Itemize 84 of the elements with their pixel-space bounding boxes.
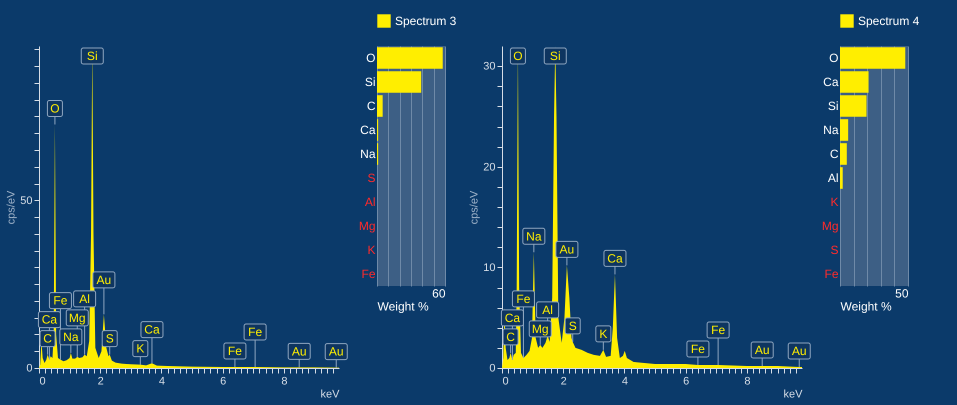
annotation: Al (542, 302, 553, 317)
annotation: K (136, 342, 144, 356)
annotation: Ca (607, 251, 623, 266)
annotation: Fe (516, 292, 531, 306)
annotation: O (50, 101, 60, 116)
annotation: Mg (68, 310, 86, 325)
bar (377, 95, 383, 117)
y-axis-title: cps/eV (5, 190, 18, 224)
y-tick-label: Na (360, 147, 376, 161)
annotation: C (506, 330, 516, 344)
annotation: Fe (248, 324, 262, 339)
x-tick-label: 4 (158, 376, 166, 388)
x-tick-label: 0 (502, 376, 509, 388)
y-tick-label: Si (364, 75, 376, 89)
y-tick-label: Fe (824, 267, 839, 281)
y-tick-label: 30 (483, 60, 496, 73)
bar (840, 47, 906, 69)
annotation: Si (86, 49, 98, 63)
y-tick-label: Fe (361, 267, 376, 281)
annotation: Au (560, 242, 574, 256)
y-tick-label: 20 (483, 161, 496, 174)
annotation: Fe (53, 294, 68, 308)
annotation: O (513, 49, 523, 63)
y-tick-label: S (830, 243, 838, 257)
annotation: Fe (690, 342, 706, 356)
x-tick-label: 2 (98, 376, 104, 388)
y-tick-label: K (367, 243, 376, 257)
y-tick-label: 0 (489, 362, 496, 374)
bar (840, 95, 867, 117)
bar (840, 167, 843, 189)
y-axis-title: cps/eV (468, 190, 480, 224)
bar (377, 71, 422, 93)
y-tick-label: 10 (483, 262, 496, 274)
annotation: Fe (228, 344, 242, 358)
x-axis-title: Weight % (378, 300, 429, 314)
annotation: Na (526, 229, 542, 244)
annotation: S (106, 332, 114, 346)
annotation: Au (96, 272, 112, 287)
y-tick-label: K (830, 195, 838, 209)
x-tick-label: 8 (281, 376, 288, 388)
x-tick-label: 4 (622, 376, 628, 388)
x-tick-label: 6 (220, 376, 226, 388)
annotation: Al (79, 292, 90, 306)
y-tick-label: Si (828, 99, 838, 113)
annotation: Au (328, 344, 344, 359)
annotation: K (599, 326, 608, 341)
x-tick-label: 2 (560, 376, 567, 388)
x-axis-title: keV (784, 388, 804, 400)
x-tick-label: 8 (744, 376, 750, 388)
y-tick-label: Ca (360, 123, 376, 137)
x-tick-label: 60 (432, 286, 446, 300)
legend-label: Spectrum 3 (395, 14, 457, 28)
y-tick-label: O (366, 51, 376, 65)
annotation: S (568, 318, 577, 333)
bar (840, 71, 869, 93)
y-tick-label: Na (823, 123, 839, 137)
y-tick-label: Al (364, 195, 376, 209)
x-tick-label: 0 (40, 376, 46, 388)
annotation: C (43, 332, 52, 346)
annotation: Mg (532, 322, 549, 336)
y-tick-label: C (366, 99, 376, 113)
y-tick-label: C (830, 147, 839, 161)
x-axis-title: Weight % (840, 300, 892, 314)
y-tick-label: Ca (823, 75, 839, 89)
annotation: Ca (144, 322, 160, 337)
x-tick-label: 6 (683, 376, 690, 388)
bar (377, 47, 443, 69)
annotation: Au (754, 342, 770, 357)
bar (840, 143, 847, 165)
y-tick-label: Al (828, 171, 838, 185)
y-tick-label: S (367, 171, 376, 185)
y-tick-label: O (829, 51, 838, 65)
bar (840, 119, 848, 141)
legend-label: Spectrum 4 (858, 14, 920, 28)
annotation: Si (550, 49, 561, 63)
annotation: Ca (504, 310, 520, 325)
x-axis-title: keV (320, 388, 340, 400)
annotation: Fe (711, 322, 726, 337)
y-tick-label: Mg (358, 219, 376, 233)
y-tick-label: Mg (822, 219, 838, 233)
annotation: Au (792, 344, 807, 358)
annotation: Ca (42, 312, 58, 327)
annotation: Au (292, 344, 307, 358)
annotation: Na (63, 330, 79, 344)
